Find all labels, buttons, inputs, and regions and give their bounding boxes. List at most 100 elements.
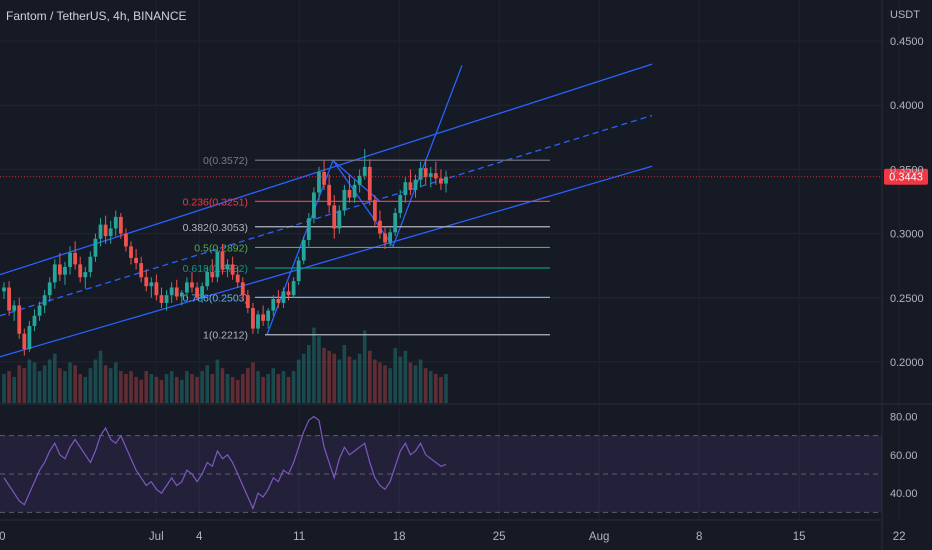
- candle: [408, 169, 413, 196]
- candle-body: [301, 240, 306, 261]
- candle-body: [235, 274, 240, 283]
- candle-body: [362, 166, 367, 176]
- candle: [230, 256, 235, 280]
- candle-body: [256, 314, 260, 329]
- candle-body: [403, 182, 408, 196]
- candle: [57, 252, 62, 282]
- volume-bar: [322, 347, 326, 403]
- candle-body: [124, 233, 128, 247]
- candle-body: [428, 173, 433, 178]
- volume-bar: [378, 362, 382, 403]
- candle-body: [423, 168, 428, 178]
- candle: [256, 310, 260, 334]
- candle: [210, 259, 215, 283]
- volume-bar: [281, 371, 286, 403]
- candle: [296, 256, 301, 285]
- volume-bar: [327, 350, 331, 403]
- volume-bar: [307, 345, 311, 403]
- candle-body: [261, 314, 266, 321]
- candle-body: [413, 179, 418, 190]
- candle: [372, 195, 377, 226]
- time-axis-tick-label: 22: [893, 531, 906, 543]
- rsi-axis-tick-label: 60.00: [890, 450, 918, 462]
- candle-body: [93, 238, 98, 257]
- candle: [388, 228, 393, 247]
- candle-body: [444, 177, 448, 184]
- candle: [301, 236, 306, 265]
- volume-bar: [352, 359, 357, 403]
- price-axis-tick-label: 0.3500: [890, 164, 924, 176]
- candle: [276, 290, 281, 309]
- candle-body: [408, 182, 413, 190]
- volume-bar: [408, 362, 413, 403]
- volume-bar: [373, 359, 377, 403]
- candle-body: [220, 251, 225, 270]
- candle: [169, 282, 174, 303]
- candle-body: [332, 205, 337, 229]
- candle-body: [378, 220, 382, 234]
- volume-bar: [12, 376, 16, 403]
- candle: [266, 308, 271, 329]
- candle: [190, 272, 194, 293]
- candle: [52, 259, 57, 289]
- candle-body: [27, 325, 32, 350]
- volume-bar: [286, 376, 291, 403]
- volume-bar: [261, 376, 265, 403]
- volume-bar: [337, 359, 342, 403]
- symbol-title: Fantom / TetherUS, 4h, BINANCE: [6, 9, 187, 23]
- fib-level-label: 0.382(0.3053): [183, 222, 248, 234]
- candle: [220, 243, 225, 275]
- candle: [342, 184, 347, 216]
- channel-upper-line: [0, 63, 653, 276]
- volume-bar: [296, 359, 301, 403]
- candle: [63, 261, 67, 285]
- candle-body: [245, 295, 250, 309]
- volume-bar: [134, 376, 138, 403]
- channel-lower-line: [0, 165, 653, 358]
- volume-bar: [276, 374, 281, 403]
- volume-bar: [154, 376, 159, 403]
- price-axis-tick-label: 0.2000: [890, 357, 924, 369]
- candle-body: [113, 216, 118, 229]
- candle: [159, 287, 164, 309]
- candle: [12, 300, 17, 321]
- volume-bar: [388, 368, 392, 403]
- candle-body: [37, 305, 42, 316]
- volume-bar: [383, 365, 387, 403]
- fib-level-label: 0.236(0.3251): [183, 196, 248, 208]
- volume-bar: [78, 374, 83, 403]
- volume-bar: [108, 368, 113, 403]
- volume-bar: [68, 362, 72, 403]
- volume-bar: [428, 371, 433, 403]
- volume-bar: [317, 336, 321, 403]
- price-axis-tick-label: 0.2500: [890, 293, 924, 305]
- price-axis-tick-label: 0.4000: [890, 100, 924, 112]
- time-axis-tick-label: Aug: [589, 531, 609, 543]
- volume-bar: [190, 374, 194, 403]
- volume-bar: [439, 376, 443, 403]
- candle: [312, 187, 316, 224]
- volume-bar: [17, 365, 22, 403]
- volume-bar: [93, 359, 98, 403]
- candle-body: [12, 305, 17, 311]
- candle: [200, 282, 205, 303]
- time-axis-tick-label: 11: [293, 531, 305, 543]
- volume-bar: [444, 374, 448, 403]
- candle: [423, 159, 428, 185]
- price-axis-currency: USDT: [890, 9, 920, 21]
- rsi-line: [3, 415, 447, 511]
- candle: [124, 228, 128, 252]
- volume-bar: [88, 368, 93, 403]
- candle: [27, 320, 32, 352]
- candle: [134, 248, 138, 270]
- candle-body: [251, 308, 255, 329]
- candle: [164, 290, 169, 311]
- candle: [129, 241, 133, 265]
- candle: [347, 174, 352, 203]
- volume-bar: [129, 371, 133, 403]
- volume-bar: [124, 374, 128, 403]
- candle: [113, 210, 118, 237]
- candle-body: [393, 213, 398, 233]
- candle: [2, 282, 6, 300]
